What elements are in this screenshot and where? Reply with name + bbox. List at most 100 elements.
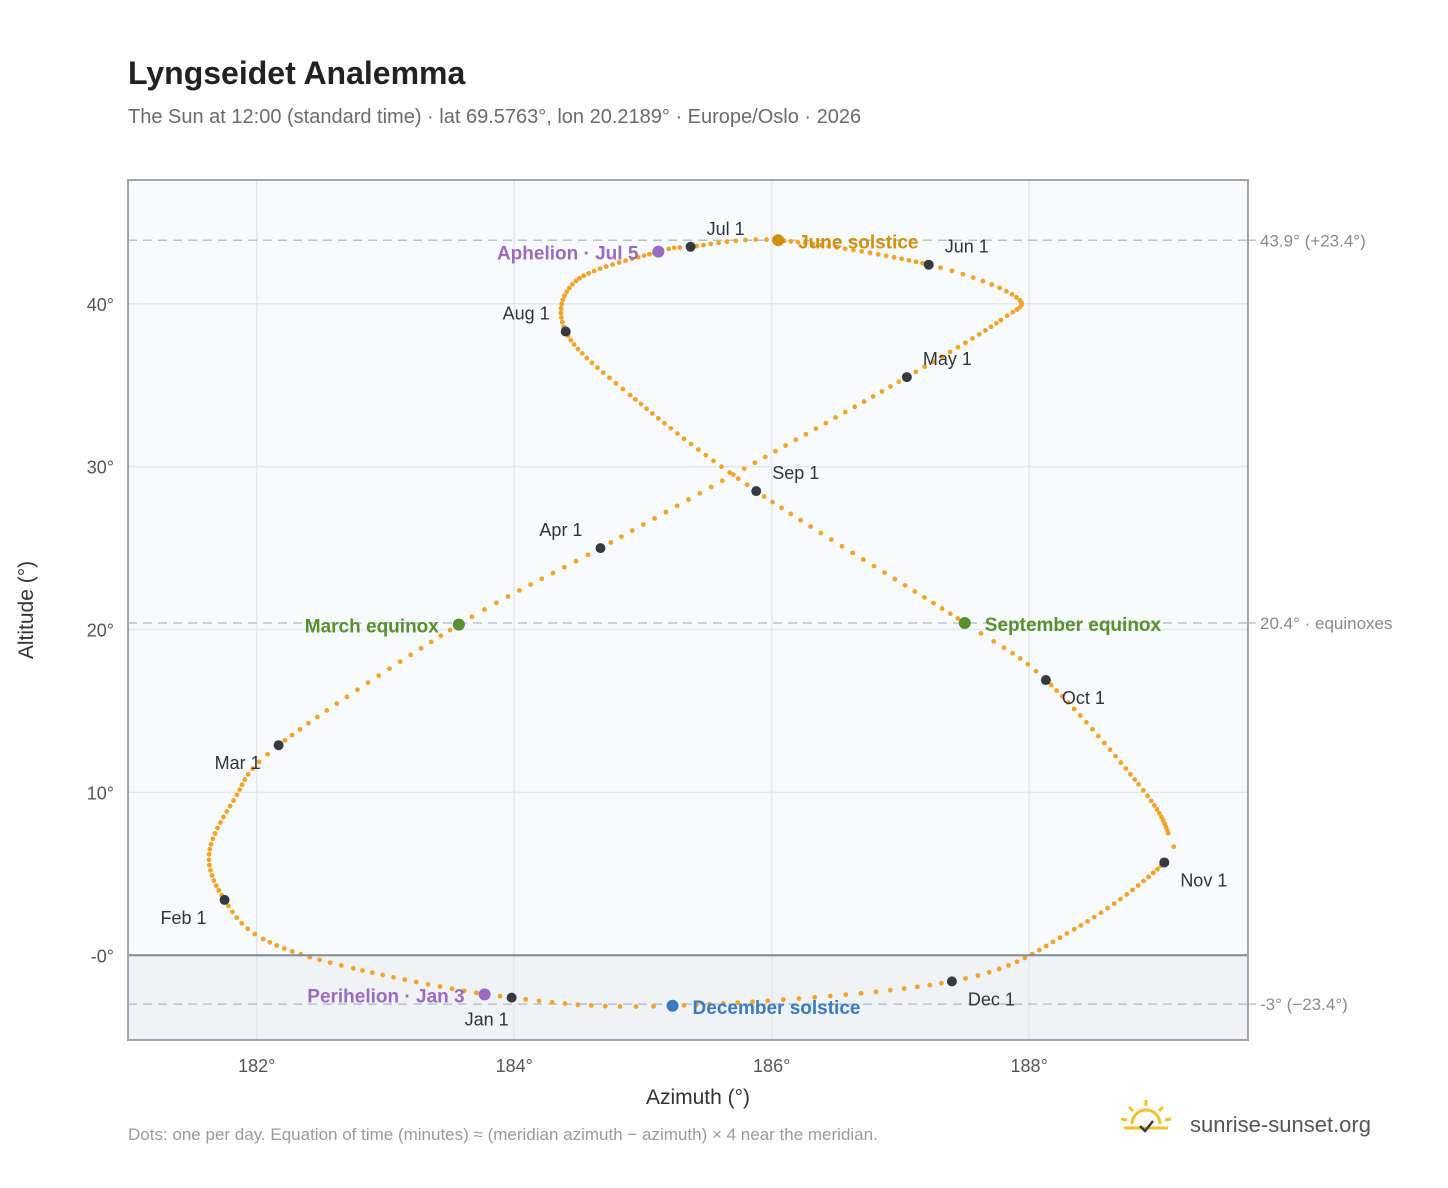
day-dot [1165,830,1171,836]
day-dot [571,342,577,347]
day-dot [1148,798,1154,804]
day-dot [1154,807,1160,812]
day-dot [1105,905,1111,911]
day-dot [217,820,223,825]
day-dot [573,558,579,564]
day-dot [795,239,801,245]
day-dot [1135,883,1141,888]
y-tick-label: 40° [87,295,114,315]
day-dot [369,970,375,976]
day-dot [931,600,936,606]
day-dot [360,968,365,973]
day-dot [694,243,700,249]
day-dot [577,275,582,281]
day-dot [780,997,786,1003]
day-dot [579,351,585,356]
day-dot [1118,896,1123,902]
day-dot [297,726,303,732]
day-dot [1004,313,1010,319]
footnote: Dots: one per day. Equation of time (min… [128,1125,878,1144]
day-dot [852,404,858,410]
day-dot [365,680,371,686]
day-dot [344,694,350,700]
day-dot [568,337,574,343]
chart-subtitle: The Sun at 12:00 (standard time) · lat 6… [128,106,861,128]
month-label: Feb 1 [161,908,207,928]
reference-line-label: -3° (−23.4°) [1260,995,1348,1014]
day-dot [234,792,240,798]
reference-line-label: 20.4° · equinoxes [1260,614,1393,633]
event-marker [652,245,665,258]
day-dot [668,425,674,431]
plot-area [128,180,1248,1040]
day-dot [1001,645,1007,651]
month-label: Apr 1 [539,520,582,540]
day-dot [892,576,898,582]
day-dot [265,751,270,757]
y-tick-label: 10° [87,783,114,803]
day-dot [1009,291,1015,297]
day-dot [812,994,818,1000]
day-dot [930,359,936,365]
day-dot [242,777,248,783]
day-dot [207,846,213,852]
day-dot [753,237,759,243]
day-dot [449,986,455,992]
day-dot [730,472,736,478]
day-dot [914,984,920,990]
event-label: December solstice [693,998,861,1019]
day-dot [1096,733,1101,739]
grid-lines [128,180,1248,1040]
day-dot [724,239,730,245]
day-dot [703,452,709,458]
day-dot [788,239,794,244]
day-dot [245,926,251,932]
day-dot [686,497,691,502]
day-dot [818,530,824,536]
day-dot [1017,297,1023,303]
day-dot [350,965,356,971]
day-dot [870,394,876,399]
day-dot [839,543,845,549]
day-dot [744,482,750,488]
day-dot [562,293,567,299]
day-dot [986,969,992,975]
day-dot [629,528,635,534]
day-dot [608,540,614,545]
day-dot [1157,810,1162,816]
day-dot [536,998,542,1004]
day-dot [212,831,218,836]
event-marker [666,999,679,1012]
day-dot [998,317,1004,323]
day-dot [528,582,534,587]
day-dot [428,639,434,645]
day-dot [215,825,220,831]
day-dot [482,607,487,612]
day-dot [666,246,672,252]
day-dot [397,659,403,665]
day-dot [216,887,222,893]
day-dot [662,420,667,426]
day-dot [912,589,918,594]
day-dot [447,627,453,633]
month-marker [273,740,284,751]
day-dot [224,809,230,814]
day-dot [208,867,213,873]
chart-title: Lyngseidet Analemma [128,55,465,91]
day-dot [1003,288,1009,294]
day-dot [558,306,564,311]
day-dot [558,315,564,320]
month-marker [946,976,957,987]
day-dot [560,297,566,303]
x-tick-label: 182° [238,1056,275,1076]
day-dot [1155,866,1160,872]
day-dot [983,328,988,333]
day-dot [947,349,953,355]
event-marker [958,617,971,630]
day-dot [939,606,945,611]
day-dot [808,524,814,529]
day-dot [798,517,803,523]
day-dot [558,310,564,316]
day-dot [289,949,295,954]
